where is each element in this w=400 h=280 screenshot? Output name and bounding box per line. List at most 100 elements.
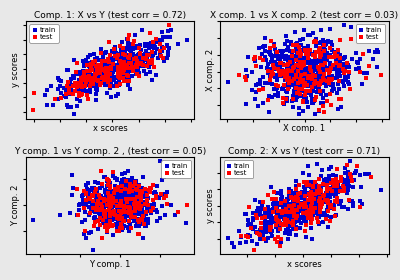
- train: [103, 83, 109, 87]
- train: [123, 64, 130, 68]
- train: [290, 197, 296, 202]
- test: [80, 75, 86, 80]
- train: [306, 68, 312, 73]
- train: [134, 55, 140, 59]
- train: [284, 216, 290, 220]
- test: [115, 53, 121, 57]
- test: [99, 207, 105, 211]
- train: [323, 76, 330, 80]
- train: [275, 83, 281, 88]
- train: [71, 83, 77, 88]
- test: [354, 164, 360, 168]
- train: [290, 212, 296, 217]
- test: [309, 196, 315, 200]
- train: [123, 61, 129, 66]
- train: [323, 42, 329, 46]
- train: [250, 215, 256, 220]
- test: [104, 197, 110, 202]
- train: [156, 53, 163, 58]
- train: [278, 240, 284, 244]
- train: [271, 209, 277, 214]
- train: [316, 222, 322, 226]
- train: [126, 60, 132, 64]
- train: [342, 55, 348, 59]
- train: [172, 213, 178, 217]
- train: [54, 76, 61, 81]
- train: [302, 71, 309, 75]
- train: [112, 199, 118, 204]
- train: [95, 80, 101, 84]
- train: [92, 66, 98, 70]
- train: [305, 193, 312, 197]
- train: [122, 68, 128, 73]
- train: [104, 71, 110, 75]
- test: [312, 55, 319, 59]
- train: [124, 169, 131, 173]
- test: [94, 71, 100, 76]
- test: [135, 231, 141, 236]
- Y-axis label: y scores: y scores: [206, 188, 214, 223]
- train: [292, 58, 299, 62]
- train: [299, 216, 305, 221]
- test: [87, 84, 94, 88]
- train: [323, 56, 329, 61]
- test: [300, 84, 307, 88]
- train: [116, 207, 123, 211]
- test: [320, 192, 327, 197]
- test: [140, 63, 146, 67]
- train: [289, 218, 296, 222]
- train: [283, 70, 289, 74]
- train: [144, 61, 151, 65]
- train: [324, 58, 330, 62]
- train: [295, 55, 301, 60]
- test: [258, 226, 265, 230]
- train: [326, 81, 332, 85]
- train: [270, 201, 276, 206]
- train: [295, 208, 302, 213]
- test: [283, 210, 289, 215]
- test: [112, 54, 118, 58]
- train: [295, 66, 302, 70]
- train: [256, 46, 262, 50]
- test: [312, 74, 318, 78]
- test: [271, 44, 277, 49]
- test: [121, 206, 127, 210]
- test: [304, 183, 310, 187]
- train: [328, 74, 335, 78]
- train: [357, 172, 363, 177]
- test: [328, 103, 334, 107]
- train: [310, 86, 316, 90]
- train: [278, 67, 285, 72]
- test: [277, 61, 284, 65]
- train: [119, 69, 125, 73]
- train: [112, 48, 118, 53]
- train: [63, 67, 70, 72]
- train: [292, 45, 299, 50]
- train: [79, 199, 86, 203]
- train: [320, 38, 326, 43]
- train: [119, 212, 125, 217]
- test: [307, 198, 314, 202]
- train: [301, 213, 307, 218]
- train: [102, 66, 109, 70]
- train: [106, 64, 112, 68]
- train: [294, 53, 300, 57]
- train: [149, 61, 155, 66]
- train: [262, 222, 269, 226]
- train: [252, 198, 258, 203]
- train: [344, 80, 351, 84]
- train: [271, 41, 277, 46]
- train: [142, 223, 148, 228]
- train: [107, 72, 114, 76]
- train: [312, 60, 318, 65]
- train: [294, 65, 301, 69]
- train: [289, 49, 295, 54]
- train: [130, 181, 136, 185]
- test: [166, 23, 172, 27]
- train: [92, 191, 98, 196]
- train: [114, 201, 120, 206]
- train: [302, 197, 308, 201]
- test: [87, 197, 93, 202]
- test: [136, 62, 142, 66]
- train: [83, 77, 90, 81]
